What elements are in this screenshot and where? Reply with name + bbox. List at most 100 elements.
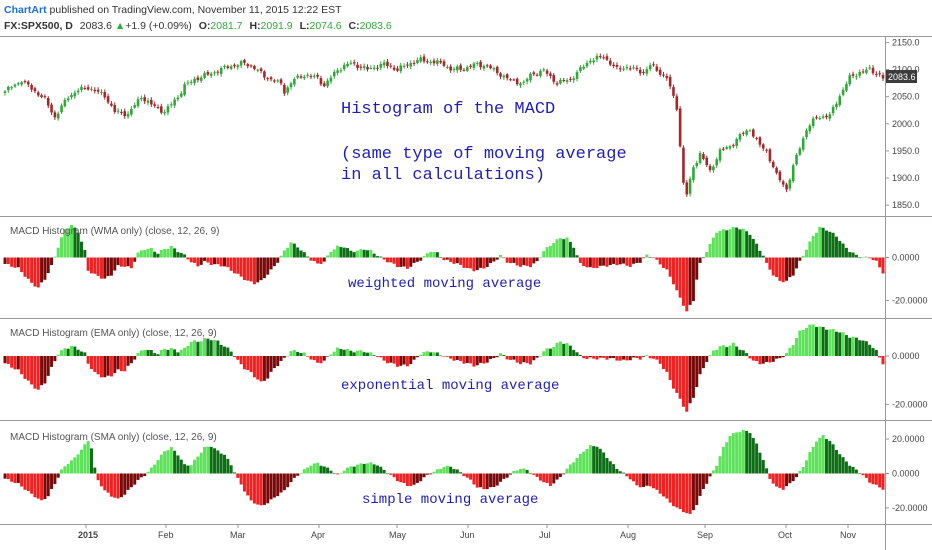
price-candle [406, 64, 409, 66]
histogram-bar [482, 257, 486, 269]
price-candle [342, 65, 346, 70]
histogram-bar [602, 257, 606, 266]
histogram-bar [685, 473, 689, 514]
histogram-bar [455, 356, 459, 360]
price-tick-label: 1900.0 [892, 173, 920, 183]
histogram-bar [329, 470, 333, 474]
price-panel-subtitle-2: in all calculations) [341, 166, 545, 185]
histogram-bar [552, 347, 556, 356]
histogram-bar [655, 356, 659, 360]
price-candle [672, 87, 675, 96]
price-candle [63, 99, 67, 107]
histogram-bar [99, 257, 103, 279]
histogram-bar [871, 257, 875, 261]
time-tick-label: Jun [460, 530, 475, 540]
histogram-bar [136, 252, 140, 258]
histogram-bar [395, 356, 399, 367]
histogram-bar [858, 473, 862, 475]
price-candle [100, 91, 103, 93]
histogram-bar [711, 470, 715, 474]
price-candle [236, 65, 240, 68]
price-candle [742, 132, 745, 134]
histogram-bar [592, 257, 596, 268]
histogram-bar [535, 356, 539, 358]
histogram-bar [828, 231, 832, 258]
histogram-bar [638, 356, 642, 360]
price-candle [110, 103, 113, 106]
histogram-bar [126, 356, 130, 366]
histogram-bar [578, 354, 582, 356]
histogram-bar [60, 469, 64, 474]
low-value: 2074.6 [309, 20, 342, 32]
histogram-bar [505, 473, 509, 478]
histogram-bar [751, 356, 755, 361]
histogram-bar [691, 356, 695, 398]
histogram-bar [871, 473, 875, 485]
histogram-bar [79, 449, 83, 474]
time-tick-label: Mar [230, 530, 246, 540]
price-candle [831, 106, 835, 114]
price-candle [552, 75, 556, 82]
histogram-bar [665, 257, 669, 270]
price-candle [688, 178, 692, 194]
histogram-bar [256, 257, 260, 283]
histogram-bar [153, 464, 157, 474]
histogram-bar [705, 356, 709, 362]
histogram-bar [814, 232, 818, 258]
price-candle [226, 66, 230, 68]
histogram-bar [422, 473, 426, 478]
histogram-bar [678, 473, 682, 510]
price-candle [522, 81, 526, 83]
histogram-bar [20, 473, 24, 487]
histogram-bar [10, 473, 14, 482]
histogram-bar [302, 252, 306, 258]
histogram-bar [259, 473, 263, 506]
histogram-bar [878, 257, 882, 268]
histogram-bar [412, 473, 416, 485]
histogram-bar [226, 458, 230, 474]
histogram-bar [83, 444, 87, 474]
price-candle [602, 57, 605, 59]
histogram-bar [282, 250, 286, 258]
price-candle [845, 84, 848, 91]
histogram-bar [598, 257, 602, 266]
histogram-bar [781, 356, 785, 358]
histogram-bar [795, 473, 799, 478]
histogram-bar [761, 460, 765, 474]
histogram-bar [109, 473, 113, 497]
price-candle [835, 104, 838, 108]
histogram-bar [655, 473, 659, 490]
histogram-bar [252, 356, 256, 378]
histogram-bar [445, 465, 449, 474]
histogram-bar [548, 348, 552, 356]
price-candle [755, 137, 758, 139]
histogram-bar [10, 356, 14, 368]
histogram-bar [445, 356, 449, 357]
histogram-bar [412, 257, 416, 263]
histogram-bar [575, 352, 579, 356]
histogram-bar [558, 473, 562, 477]
histogram-bar [392, 356, 396, 364]
histogram-bar [844, 335, 848, 356]
histogram-bar [312, 463, 316, 474]
histogram-bar [678, 257, 682, 298]
histogram-bar [728, 436, 732, 474]
histogram-bar [708, 355, 712, 356]
histogram-bar [129, 473, 133, 488]
histogram-bar [356, 464, 360, 474]
histogram-bar [199, 341, 203, 356]
histogram-bar [109, 257, 113, 276]
price-candle [509, 79, 512, 81]
histogram-bar [874, 473, 878, 485]
histogram-bar [56, 247, 60, 258]
histogram-bar [725, 347, 729, 356]
histogram-bar [166, 248, 170, 258]
histogram-bar [515, 257, 519, 266]
brand-link[interactable]: ChartArt [4, 4, 47, 16]
price-candle [73, 92, 77, 97]
price-tick-label: 2050.0 [892, 92, 920, 102]
histogram-bar [183, 254, 187, 258]
histogram-bar [518, 356, 522, 365]
histogram-bar [256, 356, 260, 380]
